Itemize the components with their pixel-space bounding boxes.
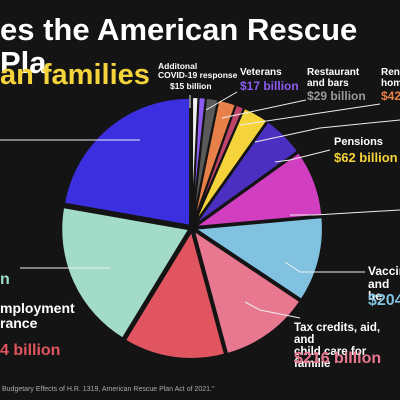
pie-slice [191,150,324,229]
category-label: Restaurant and bars [307,67,360,89]
leader [221,99,307,119]
pie-slice [191,96,200,226]
leader [274,149,331,163]
value-label: $29 billion [307,89,366,103]
value-label: $42 [381,89,400,103]
pie-slice [123,228,227,360]
leader [254,119,400,143]
category-label: Tax credits, aid, and child care for fam… [294,322,381,371]
pie-slice [191,216,324,302]
leader [290,209,400,216]
value-label: $15 billion [170,81,212,91]
pie-slice [192,228,302,356]
value-label: $204 [368,292,400,309]
category-label: Veterans [240,67,282,78]
category-label: Ren hom [381,67,400,89]
leader [244,301,301,319]
value-label: $62 billion [334,150,398,165]
source: Budgetary Effects of H.R. 1319, American… [2,386,215,393]
category-label: Pensions [334,136,383,148]
value-label: $216 billion [294,350,382,367]
annotation: 4 billion [0,342,61,359]
leader [205,91,238,111]
subtitle: an families [0,59,150,91]
leader [239,103,381,126]
title: es the American Rescue Pla [0,12,358,80]
leader [284,261,365,273]
category-label: Vaccin and he [368,264,400,304]
pie-slice [62,96,192,227]
value-label: $17 billion [240,79,299,93]
annotation: n [0,271,10,288]
pie-slice [60,205,191,340]
category-label: Additonal COVID-19 response [158,61,238,80]
category-label: mployment rance [0,300,75,331]
